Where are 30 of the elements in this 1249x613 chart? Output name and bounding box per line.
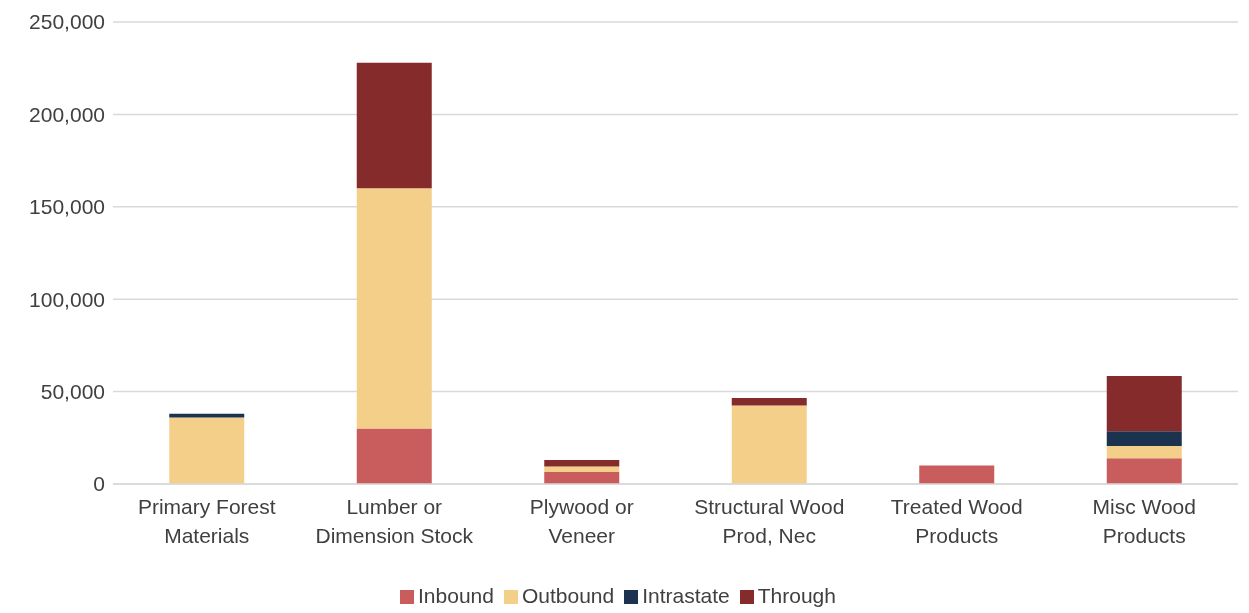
x-tick-label: Misc Wood Products	[1092, 495, 1196, 547]
legend-label: Inbound	[418, 584, 494, 607]
bar	[1106, 458, 1182, 484]
bar	[1106, 431, 1182, 447]
bar	[731, 405, 807, 484]
bar	[919, 465, 995, 484]
bar	[544, 471, 620, 484]
x-tick-label: Lumber or Dimension Stock	[315, 495, 474, 547]
y-tick-label: 250,000	[29, 10, 105, 34]
legend-label: Through	[757, 584, 836, 607]
bar	[356, 428, 432, 484]
bar	[731, 398, 807, 406]
y-tick-label: 100,000	[29, 287, 105, 311]
x-tick-label: Plywood or Veneer	[529, 495, 634, 547]
legend-label: Intrastate	[642, 584, 730, 607]
bar	[544, 459, 620, 467]
bar	[1106, 446, 1182, 459]
bar	[169, 417, 245, 484]
bar	[544, 466, 620, 472]
bar	[356, 188, 432, 429]
y-tick-label: 0	[93, 472, 105, 496]
y-tick-label: 200,000	[29, 102, 105, 126]
x-tick-label: Primary Forest Materials	[137, 495, 276, 547]
x-tick-label: Structural Wood Prod, Nec	[694, 495, 845, 547]
x-tick-label: Treated Wood Products	[890, 495, 1023, 547]
bar	[356, 62, 432, 189]
legend-label: Outbound	[521, 584, 615, 607]
bar	[1106, 375, 1182, 432]
y-tick-label: 50,000	[40, 380, 105, 404]
y-tick-label: 150,000	[29, 195, 105, 219]
